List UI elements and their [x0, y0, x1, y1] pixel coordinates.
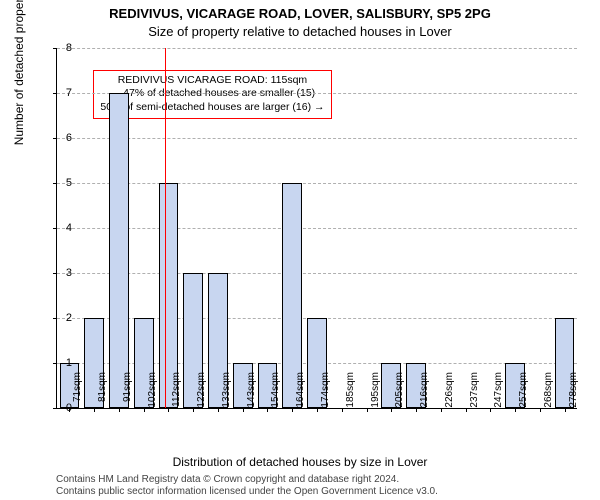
xtick-label: 71sqm	[72, 372, 83, 412]
xtick-label: 154sqm	[270, 372, 281, 412]
xtick-label: 143sqm	[246, 372, 257, 412]
ytick-label: 2	[52, 312, 72, 324]
xtick-label: 133sqm	[221, 372, 232, 412]
x-axis-label: Distribution of detached houses by size …	[0, 455, 600, 469]
ytick-label: 6	[52, 132, 72, 144]
annotation-line-2: ← 47% of detached houses are smaller (15…	[100, 87, 324, 101]
annotation-line-1: REDIVIVUS VICARAGE ROAD: 115sqm	[100, 74, 324, 88]
gridline	[57, 48, 577, 49]
gridline	[57, 93, 577, 94]
footer-line-1: Contains HM Land Registry data © Crown c…	[56, 474, 399, 485]
xtick-label: 205sqm	[394, 372, 405, 412]
annotation-box: REDIVIVUS VICARAGE ROAD: 115sqm ← 47% of…	[93, 70, 331, 119]
xtick-mark	[367, 408, 368, 412]
subject-marker-line	[165, 48, 166, 408]
xtick-label: 237sqm	[469, 372, 480, 412]
footer-line-2: Contains public sector information licen…	[56, 486, 438, 497]
xtick-label: 278sqm	[568, 372, 579, 412]
xtick-mark	[94, 408, 95, 412]
ytick-label: 4	[52, 222, 72, 234]
xtick-mark	[416, 408, 417, 412]
gridline	[57, 138, 577, 139]
ytick-label: 8	[52, 42, 72, 54]
xtick-label: 247sqm	[493, 372, 504, 412]
ytick-label: 7	[52, 87, 72, 99]
ytick-label: 0	[52, 402, 72, 414]
xtick-mark	[466, 408, 467, 412]
chart-title-sub: Size of property relative to detached ho…	[0, 24, 600, 39]
xtick-mark	[218, 408, 219, 412]
ytick-label: 1	[52, 357, 72, 369]
xtick-mark	[193, 408, 194, 412]
gridline	[57, 273, 577, 274]
xtick-mark	[391, 408, 392, 412]
xtick-label: 216sqm	[419, 372, 430, 412]
xtick-label: 81sqm	[97, 372, 108, 412]
xtick-label: 112sqm	[171, 372, 182, 412]
xtick-label: 164sqm	[295, 372, 306, 412]
xtick-mark	[119, 408, 120, 412]
xtick-mark	[144, 408, 145, 412]
xtick-label: 268sqm	[543, 372, 554, 412]
xtick-mark	[490, 408, 491, 412]
xtick-mark	[540, 408, 541, 412]
xtick-mark	[515, 408, 516, 412]
xtick-mark	[565, 408, 566, 412]
xtick-mark	[317, 408, 318, 412]
xtick-mark	[441, 408, 442, 412]
xtick-mark	[267, 408, 268, 412]
xtick-label: 185sqm	[345, 372, 356, 412]
xtick-label: 226sqm	[444, 372, 455, 412]
annotation-line-3: 50% of semi-detached houses are larger (…	[100, 101, 324, 115]
xtick-mark	[342, 408, 343, 412]
ytick-label: 3	[52, 267, 72, 279]
xtick-label: 257sqm	[518, 372, 529, 412]
xtick-label: 91sqm	[122, 372, 133, 412]
xtick-label: 195sqm	[370, 372, 381, 412]
plot-area: REDIVIVUS VICARAGE ROAD: 115sqm ← 47% of…	[56, 48, 577, 409]
xtick-label: 174sqm	[320, 372, 331, 412]
gridline	[57, 183, 577, 184]
xtick-mark	[292, 408, 293, 412]
chart-container: REDIVIVUS, VICARAGE ROAD, LOVER, SALISBU…	[0, 0, 600, 500]
y-axis-label: Number of detached properties	[12, 0, 26, 145]
bar	[109, 93, 129, 408]
xtick-mark	[243, 408, 244, 412]
xtick-mark	[168, 408, 169, 412]
xtick-label: 102sqm	[147, 372, 158, 412]
chart-title-main: REDIVIVUS, VICARAGE ROAD, LOVER, SALISBU…	[0, 6, 600, 21]
xtick-label: 122sqm	[196, 372, 207, 412]
ytick-label: 5	[52, 177, 72, 189]
gridline	[57, 228, 577, 229]
